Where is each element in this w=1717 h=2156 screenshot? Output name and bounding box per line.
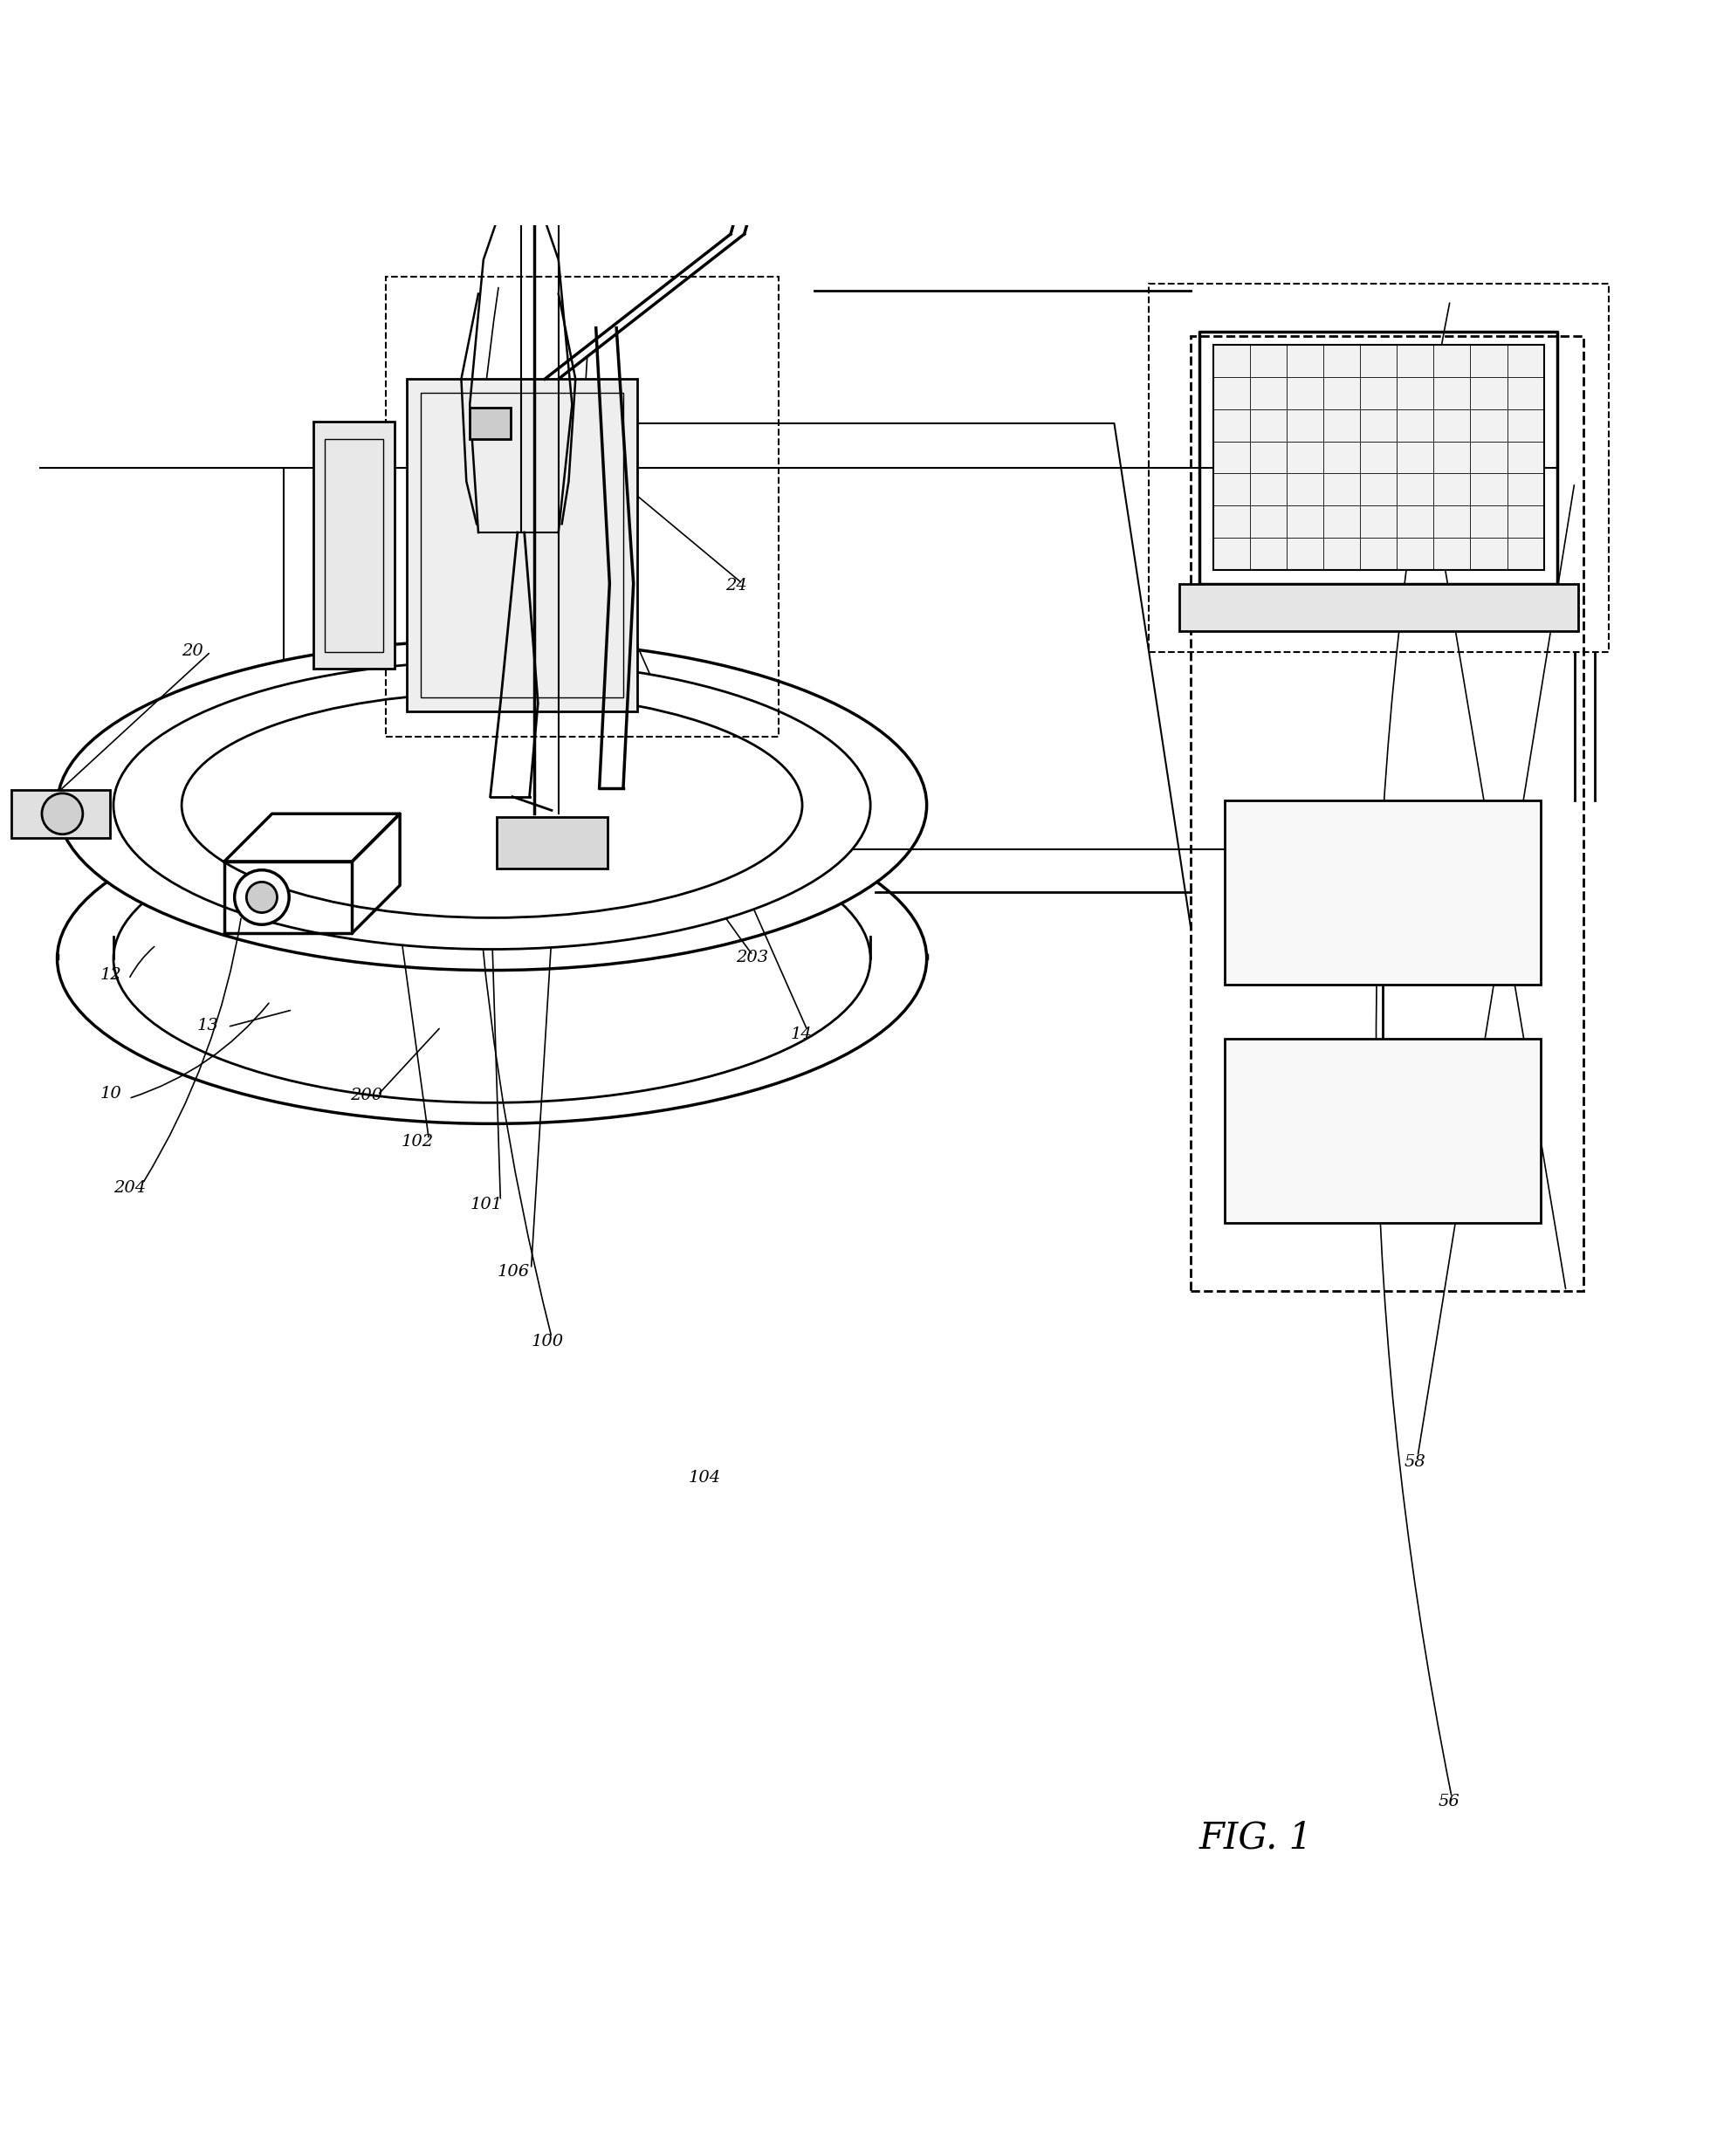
Bar <box>1214 345 1544 569</box>
Text: 18: 18 <box>1413 502 1434 520</box>
Text: 54: 54 <box>1372 884 1394 901</box>
Ellipse shape <box>57 640 927 970</box>
Text: 100: 100 <box>531 1332 563 1350</box>
Bar <box>325 438 383 651</box>
Text: 12: 12 <box>100 966 122 983</box>
Bar <box>312 423 395 668</box>
Text: 203: 203 <box>737 951 767 966</box>
Ellipse shape <box>113 662 871 949</box>
Bar <box>1224 800 1540 985</box>
Bar <box>421 392 623 699</box>
Bar <box>1192 336 1583 1291</box>
Bar <box>496 817 608 869</box>
Circle shape <box>458 6 601 149</box>
Bar <box>407 379 637 711</box>
Text: 58: 58 <box>1405 1455 1425 1470</box>
Text: 200: 200 <box>350 1089 383 1104</box>
Bar <box>12 789 110 839</box>
Text: 14: 14 <box>790 1026 812 1041</box>
Text: 24: 24 <box>726 578 747 593</box>
Circle shape <box>247 882 276 912</box>
Bar <box>1149 285 1609 651</box>
Text: 20: 20 <box>182 642 203 660</box>
Text: 202: 202 <box>464 813 496 830</box>
Bar <box>386 276 778 737</box>
Text: 101: 101 <box>470 1197 501 1214</box>
Text: FIG. 1: FIG. 1 <box>1200 1820 1314 1856</box>
Bar <box>1224 1039 1540 1222</box>
Text: 204: 204 <box>113 1179 146 1197</box>
Text: 104: 104 <box>689 1470 721 1485</box>
Bar <box>1180 584 1578 632</box>
Bar <box>470 407 510 438</box>
Text: 40: 40 <box>1372 1123 1394 1138</box>
Text: 102: 102 <box>402 1134 434 1149</box>
Text: 56: 56 <box>1439 1794 1459 1809</box>
Circle shape <box>41 793 82 834</box>
Text: 16: 16 <box>481 789 501 806</box>
Circle shape <box>235 871 288 925</box>
Text: 13: 13 <box>197 1018 218 1033</box>
Text: 106: 106 <box>496 1263 529 1279</box>
Text: 10: 10 <box>100 1087 122 1102</box>
